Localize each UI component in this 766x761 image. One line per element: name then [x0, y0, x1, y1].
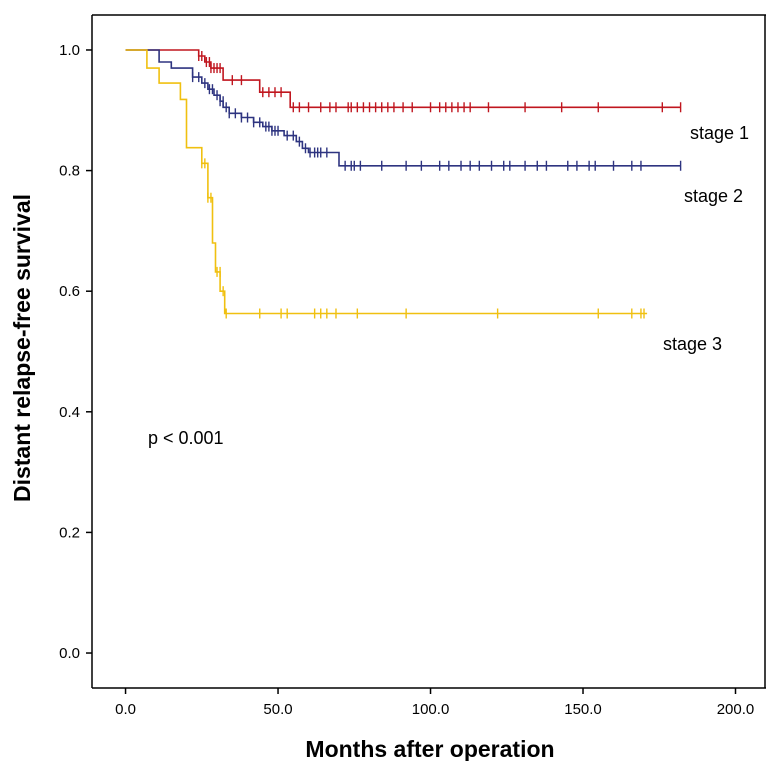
- series-stage-2: [125, 49, 682, 171]
- series-label-stage-2: stage 2: [684, 186, 743, 206]
- x-tick-label: 200.0: [717, 701, 755, 718]
- p-value-annotation: p < 0.001: [148, 428, 224, 448]
- x-axis-title: Months after operation: [305, 736, 554, 761]
- y-axis-title: Distant relapse-free survival: [9, 194, 35, 502]
- x-tick-label: 150.0: [564, 701, 602, 718]
- y-tick-label: 0.6: [59, 283, 80, 300]
- y-tick-label: 0.4: [59, 404, 80, 421]
- series-label-stage-1: stage 1: [690, 123, 749, 143]
- y-tick-label: 0.0: [59, 645, 80, 662]
- series-stage-3: [125, 49, 648, 319]
- series-stage-1: [125, 49, 682, 113]
- y-tick-label: 0.2: [59, 524, 80, 541]
- plot-area: [92, 15, 766, 688]
- series-layer: [125, 49, 682, 319]
- x-tick-label: 50.0: [263, 701, 292, 718]
- y-axis-ticks: 0.0 0.2 0.4 0.6 0.8 1.0: [59, 42, 92, 662]
- y-tick-label: 0.8: [59, 163, 80, 180]
- series-labels: stage 1 stage 2 stage 3: [663, 123, 749, 354]
- y-tick-label: 1.0: [59, 42, 80, 59]
- x-axis-ticks: 0.0 50.0 100.0 150.0 200.0: [115, 688, 754, 718]
- x-tick-label: 100.0: [412, 701, 450, 718]
- x-tick-label: 0.0: [115, 701, 136, 718]
- series-label-stage-3: stage 3: [663, 334, 722, 354]
